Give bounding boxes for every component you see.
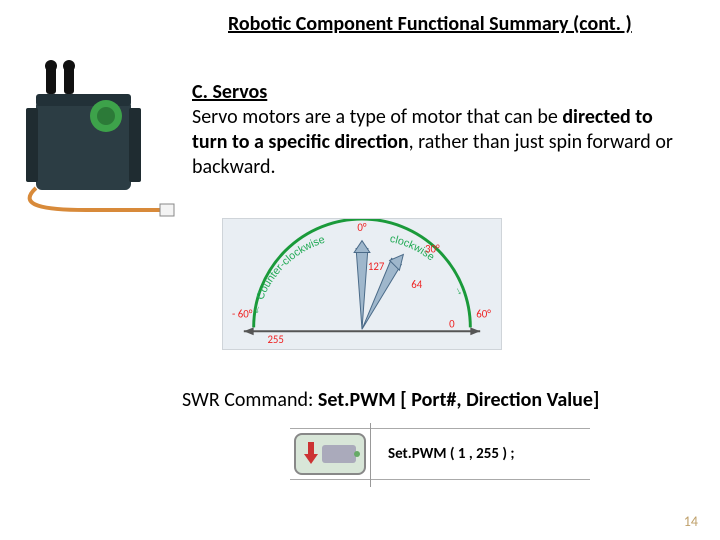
slide-title: Robotic Component Functional Summary (co… <box>228 12 632 36</box>
section-label: C. Servos <box>192 80 267 104</box>
tick-3-deg: - 60° <box>232 307 253 320</box>
swr-command-line: SWR Command: Set.PWM [ Port#, Direction … <box>182 388 599 412</box>
servo-arc-diagram: ← Counter-clockwise clockwise → 0° 127 3… <box>222 218 502 350</box>
tick-3-pos: 255 <box>267 333 283 346</box>
motor-icon <box>322 445 356 463</box>
swr-prefix: SWR Command: <box>182 388 318 412</box>
servo-photo <box>6 58 176 218</box>
tick-0-pos: 127 <box>368 260 385 273</box>
down-arrow-icon <box>304 442 318 466</box>
code-divider <box>370 423 371 487</box>
svg-text:Counter-clockwise: Counter-clockwise <box>254 234 326 302</box>
page-number: 14 <box>684 513 698 530</box>
tick-1-pos: 64 <box>411 278 422 291</box>
motor-block-icon <box>294 433 366 475</box>
section-text-pre: Servo motors are a type of motor that ca… <box>192 105 562 129</box>
swr-command: Set.PWM [ Port#, Direction Value] <box>318 388 600 412</box>
code-block: Set.PWM ( 1 , 255 ) ; <box>290 428 590 480</box>
tick-1-deg: 30° <box>425 242 440 255</box>
tick-2-pos: 0 <box>449 317 455 330</box>
section-body: C. Servos Servo motors are a type of mot… <box>192 80 692 180</box>
code-text: Set.PWM ( 1 , 255 ) ; <box>388 445 515 463</box>
tick-2-deg: 60° <box>476 307 491 320</box>
tick-0-deg: 0° <box>357 221 366 234</box>
